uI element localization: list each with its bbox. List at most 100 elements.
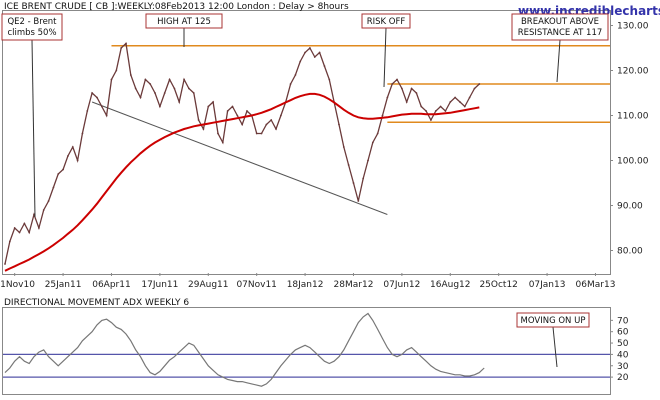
price-chart-title: ICE BRENT CRUDE [ CB ]:WEEKLY:08Feb2013 … [4,2,349,12]
price-point [57,173,60,175]
price-point [275,128,277,130]
x-tick-label: 28Mar12 [334,280,374,290]
price-point [454,96,457,99]
annotation-pointer-2 [383,27,387,88]
price-point [81,132,84,135]
price-point [260,132,263,135]
price-point [4,263,6,265]
price-point [120,47,123,49]
price-point [13,227,16,229]
x-tick-label: 16Aug12 [430,280,470,290]
price-point [255,132,258,135]
price-point [342,146,345,148]
price-point [125,42,127,45]
y-tick-label: 130.00 [617,22,649,32]
price-point [246,110,248,112]
annotation-text: climbs 50% [7,28,56,38]
price-point [396,78,398,81]
annotation-pointer-3 [556,39,561,83]
price-point [338,123,340,126]
price-point [144,78,147,81]
y-tick-label: 80.00 [617,247,643,257]
annotation-text: RISK OFF [367,17,406,27]
price-point [270,119,273,121]
price-point [42,209,45,211]
annotation-text: HIGH AT 125 [157,17,211,27]
price-point [183,78,185,81]
price-point [52,186,55,189]
price-point [221,141,224,144]
price-point [367,159,369,162]
y-tick-label: 90.00 [617,202,643,212]
price-point [371,141,374,144]
price-point [279,114,282,117]
price-point [139,96,142,99]
price-point [86,110,89,112]
price-point [459,101,461,103]
price-point [241,123,244,126]
adx-y-tick-label: 20 [617,373,629,383]
price-point [444,110,447,112]
adx-y-tick-label: 30 [617,362,629,372]
x-tick-label: 18Jan12 [287,280,324,290]
price-point [76,159,79,162]
x-tick-label: 25Jan11 [45,280,82,290]
price-point [105,114,108,117]
annotation-box-1 [145,13,223,29]
price-point [415,92,418,94]
price-point [434,110,437,112]
price-point [168,78,171,81]
y-tick-label: 100.00 [617,157,649,167]
price-point [400,87,403,90]
price-point [91,92,94,94]
annotation-text: RESISTANCE AT 117 [518,28,603,38]
price-point [67,155,69,157]
x-tick-label: 29Aug11 [188,280,228,290]
falling-trendline [91,101,388,215]
price-point [134,87,137,90]
price-point [202,128,205,130]
price-point [439,105,442,108]
price-point [381,114,384,117]
price-point [313,56,316,58]
adx-panel [2,307,611,395]
price-point [158,105,161,108]
x-tick-label: 07Jun12 [383,280,420,290]
adx-annotation-pointer-0 [552,326,558,368]
price-point [473,87,476,90]
price-point [430,119,432,121]
price-point [391,83,394,85]
price-point [163,92,166,94]
annotation-pointer-0 [31,39,36,218]
adx-y-tick-label: 40 [617,350,629,360]
price-point [468,96,471,99]
adx-annotation-box-0 [516,312,590,328]
x-tick-label: 07Nov11 [236,280,276,290]
adx-y-tick-label: 70 [617,316,629,326]
price-point [294,74,297,76]
y-tick-label: 110.00 [617,112,649,122]
price-point [231,105,234,108]
price-point [62,168,64,171]
price-point [357,200,360,202]
price-point [376,132,379,135]
adx-chart-title: DIRECTIONAL MOVEMENT ADX WEEKLY 6 [4,298,189,308]
price-point [110,78,113,81]
price-point [386,96,389,99]
price-point [47,200,50,202]
annotation-box-0 [1,13,63,41]
x-tick-label: 11Nov10 [0,280,35,290]
price-point [449,101,452,103]
price-point [410,87,413,90]
price-point [100,105,103,108]
price-point [309,47,311,49]
adx-annotation-text: MOVING ON UP [521,316,586,326]
price-point [236,114,239,117]
price-point [463,105,466,108]
price-point [188,87,190,90]
price-point [425,110,427,112]
price-point [323,65,326,67]
price-point [328,78,331,81]
price-point [265,123,268,126]
